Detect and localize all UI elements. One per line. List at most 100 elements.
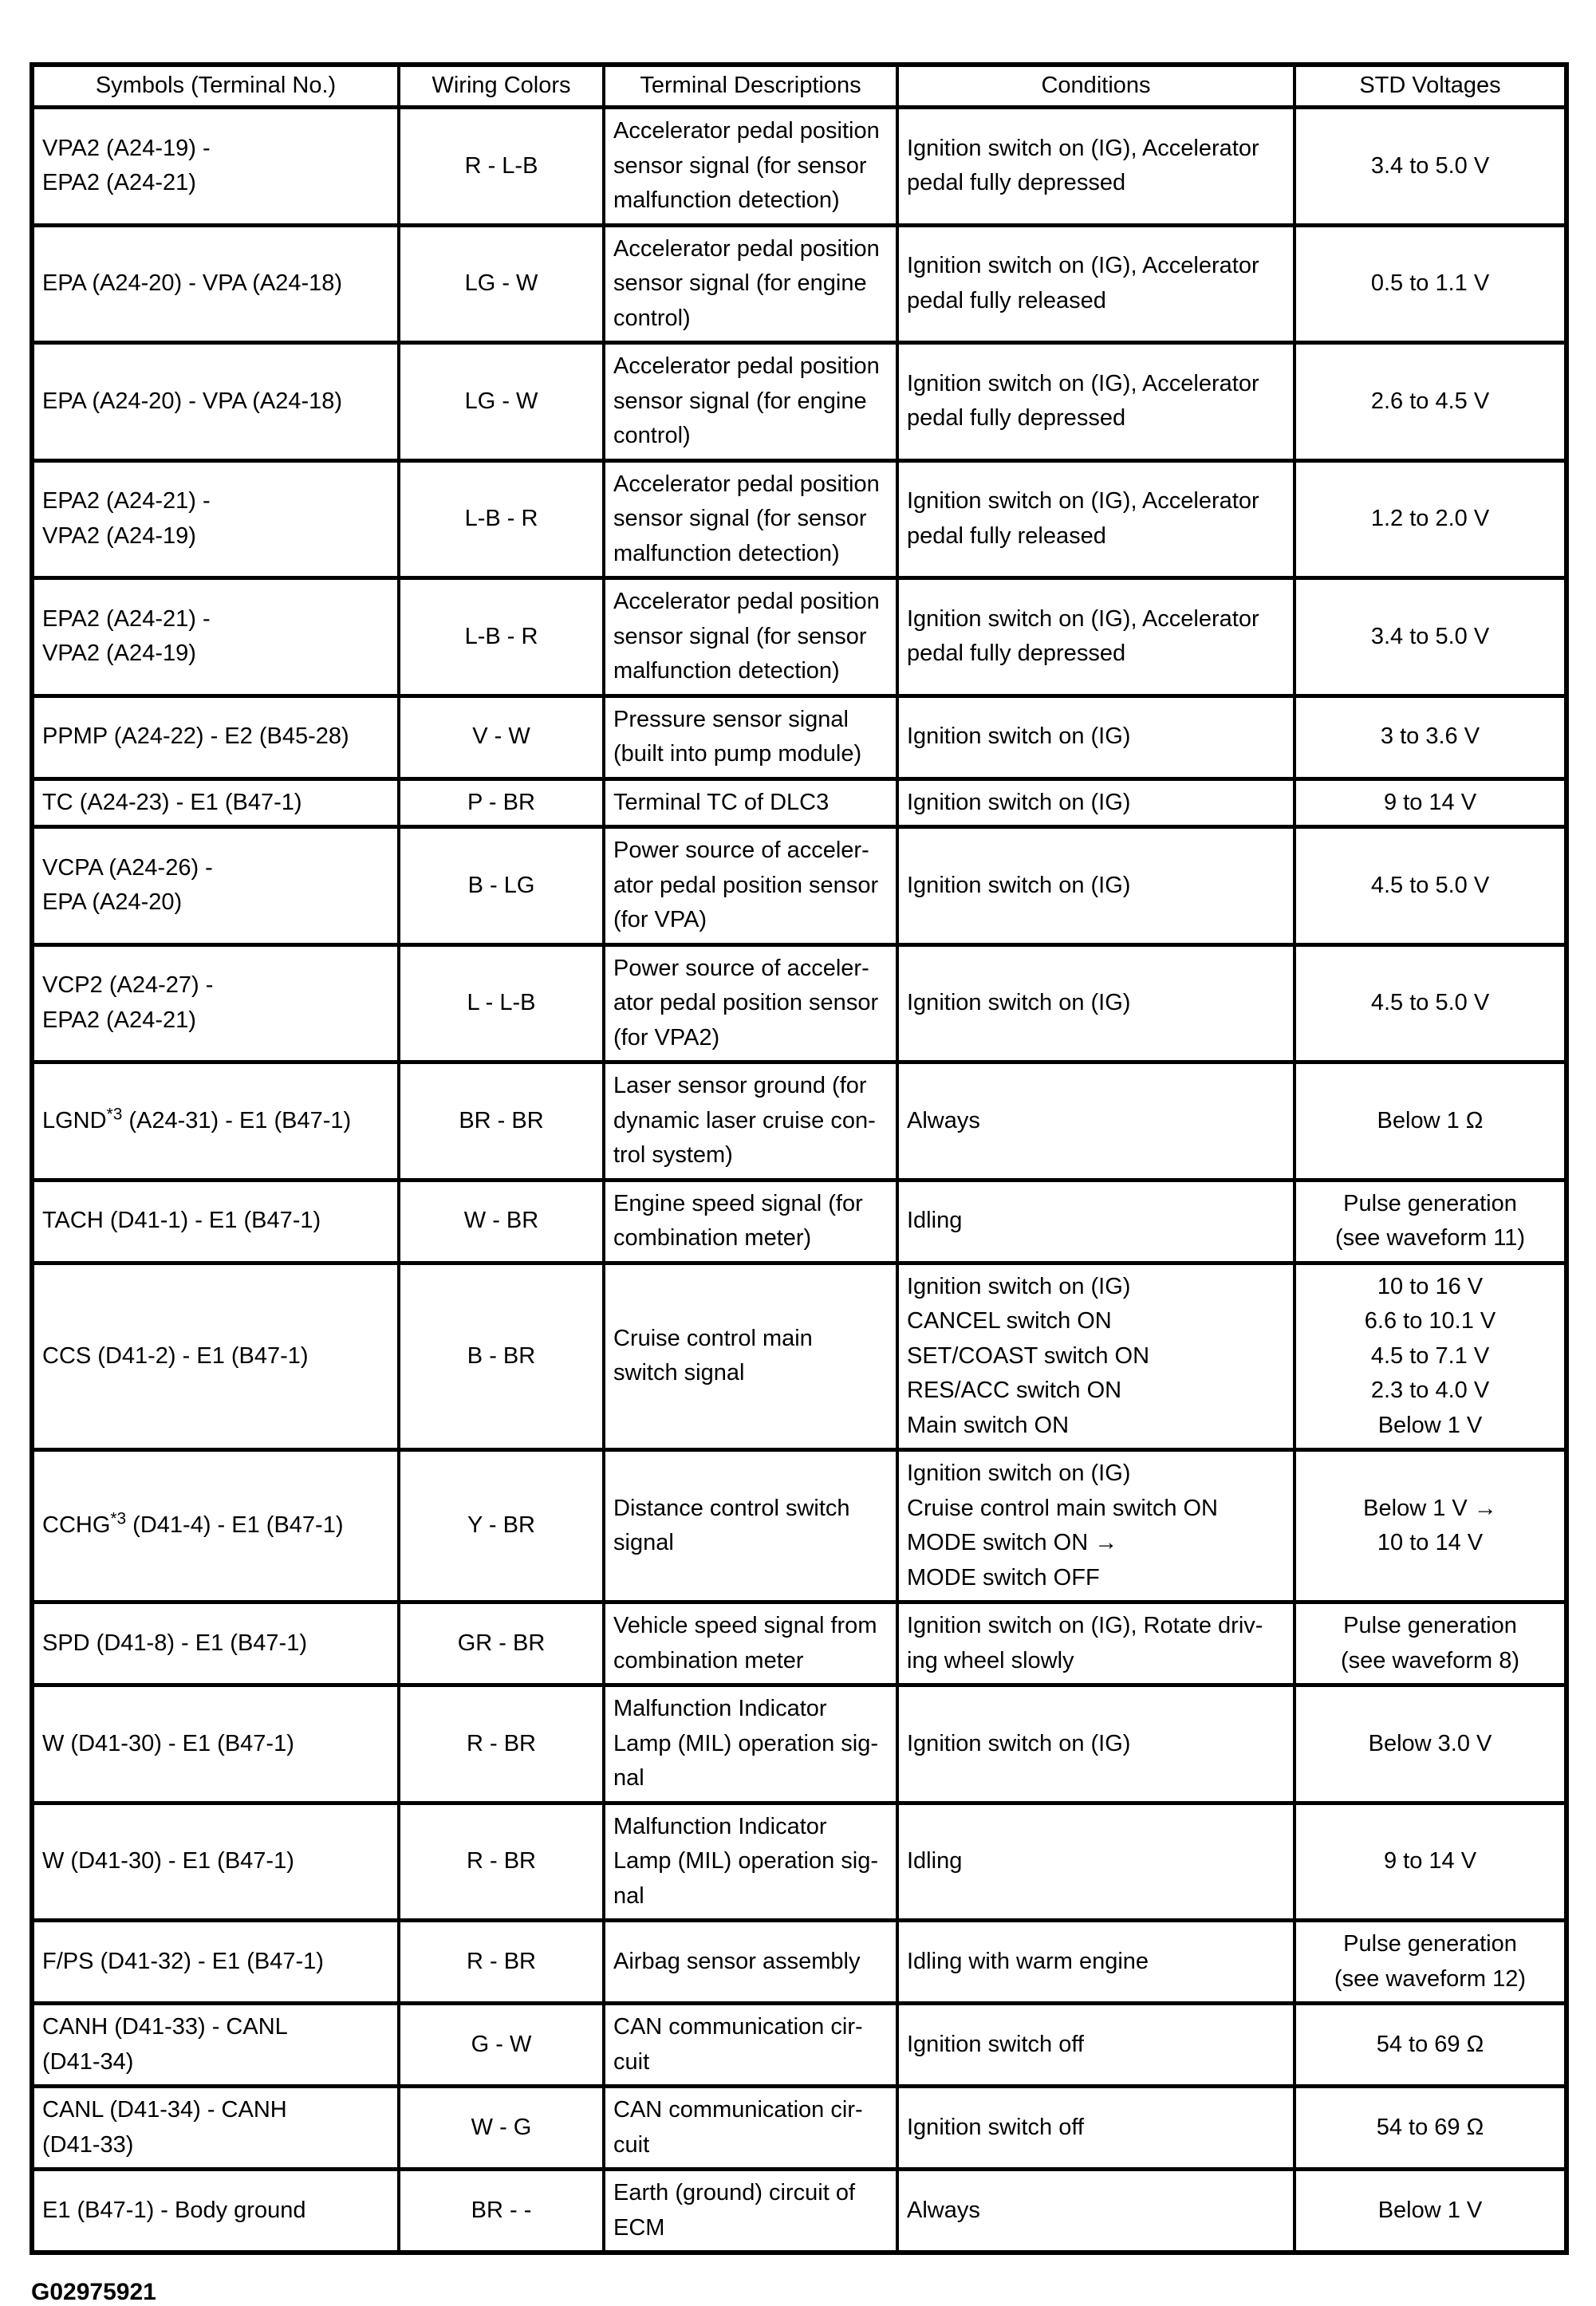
- table-row: E1 (B47-1) - Body ground BR - - Earth (g…: [30, 2167, 1568, 2255]
- terminal-description-cell: Accelerator pedal position sensor signal…: [602, 576, 899, 698]
- std-voltage-cell: 10 to 16 V 6.6 to 10.1 V 4.5 to 7.1 V 2.…: [1293, 1260, 1568, 1452]
- std-voltage-cell: 54 to 69 Ω: [1293, 2001, 1568, 2088]
- conditions-cell: Ignition switch on (IG): [896, 825, 1296, 947]
- std-voltage-cell: 9 to 14 V: [1293, 776, 1568, 829]
- column-header-terminal-descriptions: Terminal Descriptions: [602, 62, 899, 109]
- wiring-colors-cell: B - BR: [397, 1260, 605, 1452]
- symbol-cell: EPA2 (A24-21) - VPA2 (A24-19): [30, 576, 400, 698]
- symbol-cell: W (D41-30) - E1 (B47-1): [30, 1800, 400, 1922]
- column-header-wiring-colors: Wiring Colors: [397, 62, 605, 109]
- conditions-cell: Idling: [896, 1177, 1296, 1265]
- conditions-cell: Always: [896, 2167, 1296, 2255]
- conditions-cell: Ignition switch on (IG), Accelerator ped…: [896, 576, 1296, 698]
- terminal-description-cell: Power source of acceler- ator pedal posi…: [602, 942, 899, 1064]
- conditions-cell: Ignition switch off: [896, 2001, 1296, 2088]
- wiring-colors-cell: BR - -: [397, 2167, 605, 2255]
- header-row: Symbols (Terminal No.) Wiring Colors Ter…: [30, 62, 1568, 109]
- wiring-colors-cell: B - LG: [397, 825, 605, 947]
- wiring-colors-cell: L - L-B: [397, 942, 605, 1064]
- conditions-cell: Ignition switch on (IG), Accelerator ped…: [896, 223, 1296, 345]
- wiring-colors-cell: V - W: [397, 693, 605, 781]
- std-voltage-cell: 3 to 3.6 V: [1293, 693, 1568, 781]
- wiring-colors-cell: L-B - R: [397, 576, 605, 698]
- conditions-cell: Idling: [896, 1800, 1296, 1922]
- terminal-description-cell: Pressure sensor signal (built into pump …: [602, 693, 899, 781]
- terminal-description-cell: Laser sensor ground (for dynamic laser c…: [602, 1060, 899, 1182]
- table-row: TC (A24-23) - E1 (B47-1) P - BR Terminal…: [30, 776, 1568, 829]
- wiring-colors-cell: W - BR: [397, 1177, 605, 1265]
- std-voltage-cell: Below 3.0 V: [1293, 1683, 1568, 1805]
- wiring-colors-cell: R - BR: [397, 1683, 605, 1805]
- symbol-cell: VPA2 (A24-19) - EPA2 (A24-21): [30, 105, 400, 227]
- std-voltage-cell: Below 1 V: [1293, 2167, 1568, 2255]
- table-row: CANL (D41-34) - CANH (D41-33) W - G CAN …: [30, 2084, 1568, 2171]
- symbol-cell: LGND*3 (A24-31) - E1 (B47-1): [30, 1060, 400, 1182]
- terminal-description-cell: CAN communication cir- cuit: [602, 2001, 899, 2088]
- std-voltage-cell: Pulse generation (see waveform 8): [1293, 1600, 1568, 1687]
- std-voltage-cell: 4.5 to 5.0 V: [1293, 942, 1568, 1064]
- terminal-description-cell: Terminal TC of DLC3: [602, 776, 899, 829]
- terminal-description-cell: Cruise control main switch signal: [602, 1260, 899, 1452]
- conditions-cell: Always: [896, 1060, 1296, 1182]
- terminal-description-cell: Engine speed signal (for combination met…: [602, 1177, 899, 1265]
- conditions-cell: Ignition switch on (IG), Rotate driv- in…: [896, 1600, 1296, 1687]
- wiring-colors-cell: GR - BR: [397, 1600, 605, 1687]
- wiring-colors-cell: LG - W: [397, 341, 605, 463]
- terminal-voltage-table: Symbols (Terminal No.) Wiring Colors Ter…: [30, 62, 1569, 2255]
- table-row: EPA2 (A24-21) - VPA2 (A24-19) L-B - R Ac…: [30, 576, 1568, 698]
- std-voltage-cell: Pulse generation (see waveform 11): [1293, 1177, 1568, 1265]
- wiring-colors-cell: Y - BR: [397, 1448, 605, 1604]
- column-header-conditions: Conditions: [896, 62, 1296, 109]
- std-voltage-cell: 3.4 to 5.0 V: [1293, 105, 1568, 227]
- symbol-cell: CCS (D41-2) - E1 (B47-1): [30, 1260, 400, 1452]
- table-row: CCS (D41-2) - E1 (B47-1) B - BR Cruise c…: [30, 1260, 1568, 1452]
- std-voltage-cell: 9 to 14 V: [1293, 1800, 1568, 1922]
- symbol-cell: W (D41-30) - E1 (B47-1): [30, 1683, 400, 1805]
- terminal-description-cell: Distance control switch signal: [602, 1448, 899, 1604]
- conditions-cell: Ignition switch on (IG), Accelerator ped…: [896, 341, 1296, 463]
- column-header-symbols: Symbols (Terminal No.): [30, 62, 400, 109]
- conditions-cell: Ignition switch on (IG): [896, 942, 1296, 1064]
- table-row: VCPA (A24-26) - EPA (A24-20) B - LG Powe…: [30, 825, 1568, 947]
- table-row: W (D41-30) - E1 (B47-1) R - BR Malfuncti…: [30, 1800, 1568, 1922]
- symbol-cell: VCPA (A24-26) - EPA (A24-20): [30, 825, 400, 947]
- terminal-description-cell: Earth (ground) circuit of ECM: [602, 2167, 899, 2255]
- std-voltage-cell: Below 1 Ω: [1293, 1060, 1568, 1182]
- conditions-cell: Ignition switch on (IG) Cruise control m…: [896, 1448, 1296, 1604]
- std-voltage-cell: Below 1 V → 10 to 14 V: [1293, 1448, 1568, 1604]
- wiring-colors-cell: W - G: [397, 2084, 605, 2171]
- table-row: CCHG*3 (D41-4) - E1 (B47-1) Y - BR Dista…: [30, 1448, 1568, 1604]
- std-voltage-cell: 1.2 to 2.0 V: [1293, 458, 1568, 580]
- wiring-colors-cell: L-B - R: [397, 458, 605, 580]
- symbol-cell: EPA (A24-20) - VPA (A24-18): [30, 223, 400, 345]
- symbol-cell: F/PS (D41-32) - E1 (B47-1): [30, 1918, 400, 2005]
- wiring-colors-cell: BR - BR: [397, 1060, 605, 1182]
- manual-page: Symbols (Terminal No.) Wiring Colors Ter…: [30, 62, 1569, 2306]
- std-voltage-cell: 3.4 to 5.0 V: [1293, 576, 1568, 698]
- table-row: VPA2 (A24-19) - EPA2 (A24-21) R - L-B Ac…: [30, 105, 1568, 227]
- symbol-cell: EPA (A24-20) - VPA (A24-18): [30, 341, 400, 463]
- table-row: CANH (D41-33) - CANL (D41-34) G - W CAN …: [30, 2001, 1568, 2088]
- terminal-description-cell: Malfunction Indicator Lamp (MIL) operati…: [602, 1800, 899, 1922]
- wiring-colors-cell: R - L-B: [397, 105, 605, 227]
- symbol-cell: CCHG*3 (D41-4) - E1 (B47-1): [30, 1448, 400, 1604]
- symbol-cell: EPA2 (A24-21) - VPA2 (A24-19): [30, 458, 400, 580]
- figure-id: G02975921: [31, 2279, 156, 2305]
- std-voltage-cell: 2.6 to 4.5 V: [1293, 341, 1568, 463]
- wiring-colors-cell: P - BR: [397, 776, 605, 829]
- wiring-colors-cell: LG - W: [397, 223, 605, 345]
- conditions-cell: Idling with warm engine: [896, 1918, 1296, 2005]
- table-row: SPD (D41-8) - E1 (B47-1) GR - BR Vehicle…: [30, 1600, 1568, 1687]
- terminal-description-cell: Vehicle speed signal from combination me…: [602, 1600, 899, 1687]
- table-row: LGND*3 (A24-31) - E1 (B47-1) BR - BR Las…: [30, 1060, 1568, 1182]
- table-header: Symbols (Terminal No.) Wiring Colors Ter…: [30, 62, 1568, 109]
- wiring-colors-cell: R - BR: [397, 1918, 605, 2005]
- conditions-cell: Ignition switch on (IG): [896, 693, 1296, 781]
- terminal-description-cell: Accelerator pedal position sensor signal…: [602, 223, 899, 345]
- symbol-cell: TACH (D41-1) - E1 (B47-1): [30, 1177, 400, 1265]
- symbol-cell: TC (A24-23) - E1 (B47-1): [30, 776, 400, 829]
- conditions-cell: Ignition switch on (IG): [896, 1683, 1296, 1805]
- symbol-cell: E1 (B47-1) - Body ground: [30, 2167, 400, 2255]
- column-header-std-voltages: STD Voltages: [1293, 62, 1568, 109]
- table-row: EPA (A24-20) - VPA (A24-18) LG - W Accel…: [30, 223, 1568, 345]
